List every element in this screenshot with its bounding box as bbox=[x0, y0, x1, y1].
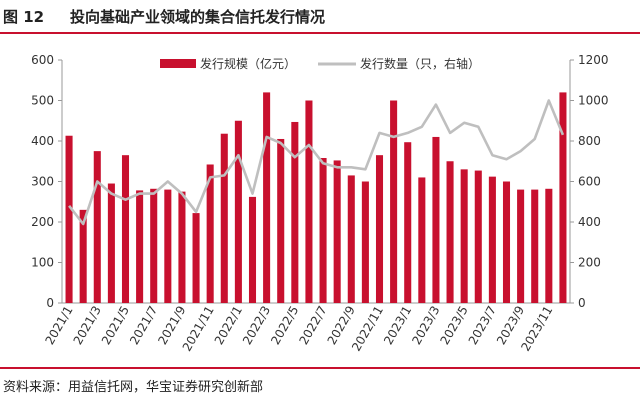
bar bbox=[347, 175, 355, 303]
legend-bar-label: 发行规模（亿元） bbox=[200, 56, 296, 71]
bar bbox=[93, 151, 101, 303]
bar bbox=[319, 158, 327, 303]
line-path bbox=[68, 99, 565, 226]
bar bbox=[418, 177, 426, 303]
figure-title: 投向基础产业领域的集合信托发行情况 bbox=[70, 8, 326, 26]
left-tick-label: 100 bbox=[31, 256, 54, 270]
bar bbox=[305, 100, 313, 303]
bar bbox=[178, 191, 186, 303]
left-tick-label: 200 bbox=[31, 215, 54, 229]
bar bbox=[474, 170, 482, 303]
bar bbox=[545, 188, 553, 303]
top-rule bbox=[0, 32, 640, 34]
chart: 0 100 200 300 400 500 600 0 200 400 600 800 1000 1200… bbox=[31, 53, 609, 354]
axes bbox=[58, 59, 574, 304]
bar bbox=[446, 161, 454, 303]
bar bbox=[277, 138, 285, 303]
bar bbox=[460, 169, 468, 303]
figure-title-bar: 图 12 投向基础产业领域的集合信托发行情况 bbox=[0, 0, 640, 30]
bar bbox=[164, 189, 172, 303]
line-series bbox=[68, 99, 565, 226]
bar bbox=[192, 213, 200, 303]
bar bbox=[390, 100, 398, 303]
bar bbox=[502, 181, 511, 303]
bar bbox=[263, 92, 271, 304]
bar bbox=[248, 196, 257, 303]
bar bbox=[517, 189, 525, 303]
bar bbox=[79, 209, 87, 303]
legend-line-label: 发行数量（只，右轴） bbox=[360, 56, 480, 71]
bar bbox=[65, 135, 73, 303]
bar bbox=[121, 155, 130, 303]
bottom-rule bbox=[0, 367, 640, 369]
left-tick-label: 300 bbox=[31, 175, 54, 189]
right-tick-label: 1000 bbox=[578, 94, 609, 108]
bar bbox=[150, 188, 158, 303]
right-tick-label: 1200 bbox=[578, 53, 609, 67]
right-tick-label: 0 bbox=[578, 296, 586, 310]
bar bbox=[432, 136, 440, 303]
left-tick-label: 600 bbox=[31, 53, 54, 67]
legend-bar-swatch bbox=[160, 59, 196, 68]
left-tick-label: 400 bbox=[31, 134, 54, 148]
bar bbox=[107, 183, 115, 303]
legend: 发行规模（亿元） 发行数量（只，右轴） bbox=[160, 56, 480, 71]
bar bbox=[333, 160, 341, 303]
bar-series bbox=[65, 92, 567, 304]
left-tick-label: 500 bbox=[31, 94, 54, 108]
right-tick-label: 800 bbox=[578, 134, 601, 148]
left-tick-label: 0 bbox=[46, 296, 54, 310]
bar bbox=[488, 176, 496, 303]
right-tick-label: 400 bbox=[578, 215, 601, 229]
bar bbox=[206, 164, 214, 303]
bar bbox=[404, 142, 412, 303]
bar bbox=[375, 155, 384, 303]
right-tick-label: 200 bbox=[578, 256, 601, 270]
figure-number: 图 12 bbox=[3, 8, 45, 26]
source-note: 资料来源：用益信托网，华宝证券研究创新部 bbox=[3, 380, 264, 395]
bar bbox=[220, 133, 228, 303]
bar bbox=[559, 92, 567, 304]
bar bbox=[234, 120, 242, 303]
bar bbox=[291, 121, 299, 303]
bar bbox=[361, 181, 369, 303]
bar bbox=[136, 190, 144, 303]
right-tick-label: 600 bbox=[578, 175, 601, 189]
bar bbox=[531, 189, 539, 303]
